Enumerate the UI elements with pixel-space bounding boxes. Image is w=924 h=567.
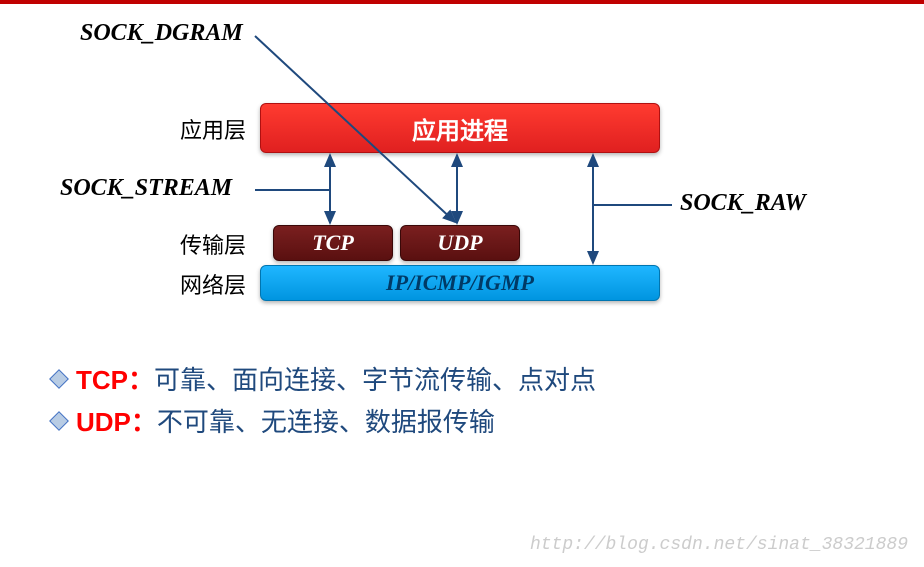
layer-label-transport: 传输层: [180, 228, 246, 260]
box-udp: UDP: [400, 225, 520, 261]
top-accent-bar: [0, 0, 924, 4]
layer-label-network: 网络层: [180, 268, 246, 300]
label-sock-raw: SOCK_RAW: [680, 190, 806, 217]
bullet-tcp-desc: 可靠、面向连接、字节流传输、点对点: [154, 360, 596, 397]
bullet-udp: UDP： 不可靠、无连接、数据报传输: [52, 402, 495, 439]
bullet-tcp: TCP： 可靠、面向连接、字节流传输、点对点: [52, 360, 596, 397]
watermark: http://blog.csdn.net/sinat_38321889: [530, 535, 908, 555]
label-sock-stream: SOCK_STREAM: [60, 175, 232, 202]
diamond-icon: [49, 411, 69, 431]
box-ip: IP/ICMP/IGMP: [260, 265, 660, 301]
box-tcp: TCP: [273, 225, 393, 261]
layer-label-app: 应用层: [180, 113, 246, 145]
box-app-process: 应用进程: [260, 103, 660, 153]
bullet-tcp-title: TCP：: [76, 360, 154, 397]
bullet-udp-title: UDP：: [76, 402, 157, 439]
label-sock-dgram: SOCK_DGRAM: [80, 20, 243, 47]
diamond-icon: [49, 369, 69, 389]
bullet-udp-desc: 不可靠、无连接、数据报传输: [157, 402, 495, 439]
